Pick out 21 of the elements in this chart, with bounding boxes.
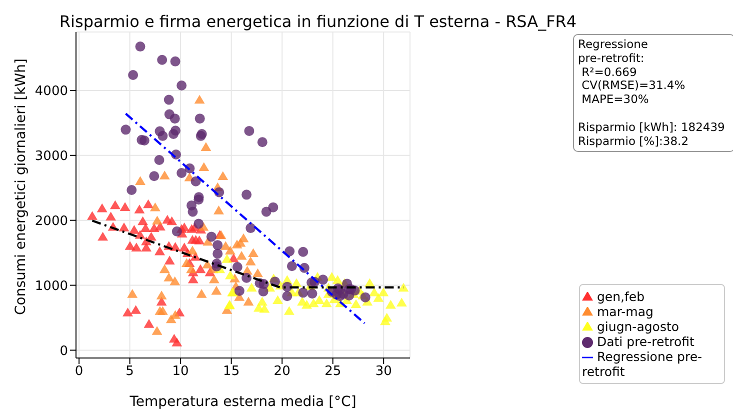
y-tick-label: 3000 (34, 149, 68, 164)
legend-label: gen,feb (597, 289, 645, 304)
x-tick-label: 0 (74, 364, 84, 380)
x-tick-label: 5 (126, 364, 134, 380)
x-tick-label: 20 (274, 364, 290, 380)
text: Regressione pre-retrofit: R²=0.669 CV(RMSE)=31.4% MAPE=30% Risparmio [kWh]: 182439 Risparmio [%]:38.2 (573, 34, 733, 152)
x-axis-title: Temperatura esterna media [°C] (128, 394, 356, 410)
y-axis-title: Consumi energetici giornalieri [kWh] (12, 58, 29, 315)
legend-label: Regressione pre-retrofit (582, 349, 702, 379)
legend-label: mar-mag (597, 304, 654, 319)
y-tick-label: 1000 (34, 278, 68, 294)
x-tick-label: 15 (223, 364, 240, 380)
x-tick-label: 10 (172, 364, 189, 380)
y-tick-label: 2000 (34, 214, 68, 229)
x-tick-label: 25 (324, 364, 342, 380)
legend-label: Dati pre-retrofit (597, 334, 694, 349)
legend-label: giugn-agosto (597, 319, 680, 334)
x-tick-label: 30 (375, 364, 392, 380)
chart-title: Risparmio e firma energetica in fiunzione di T esterna - RSA_FR4 (58, 12, 578, 31)
y-tick-label: 0 (60, 344, 68, 359)
y-tick-label: 4000 (34, 84, 68, 100)
